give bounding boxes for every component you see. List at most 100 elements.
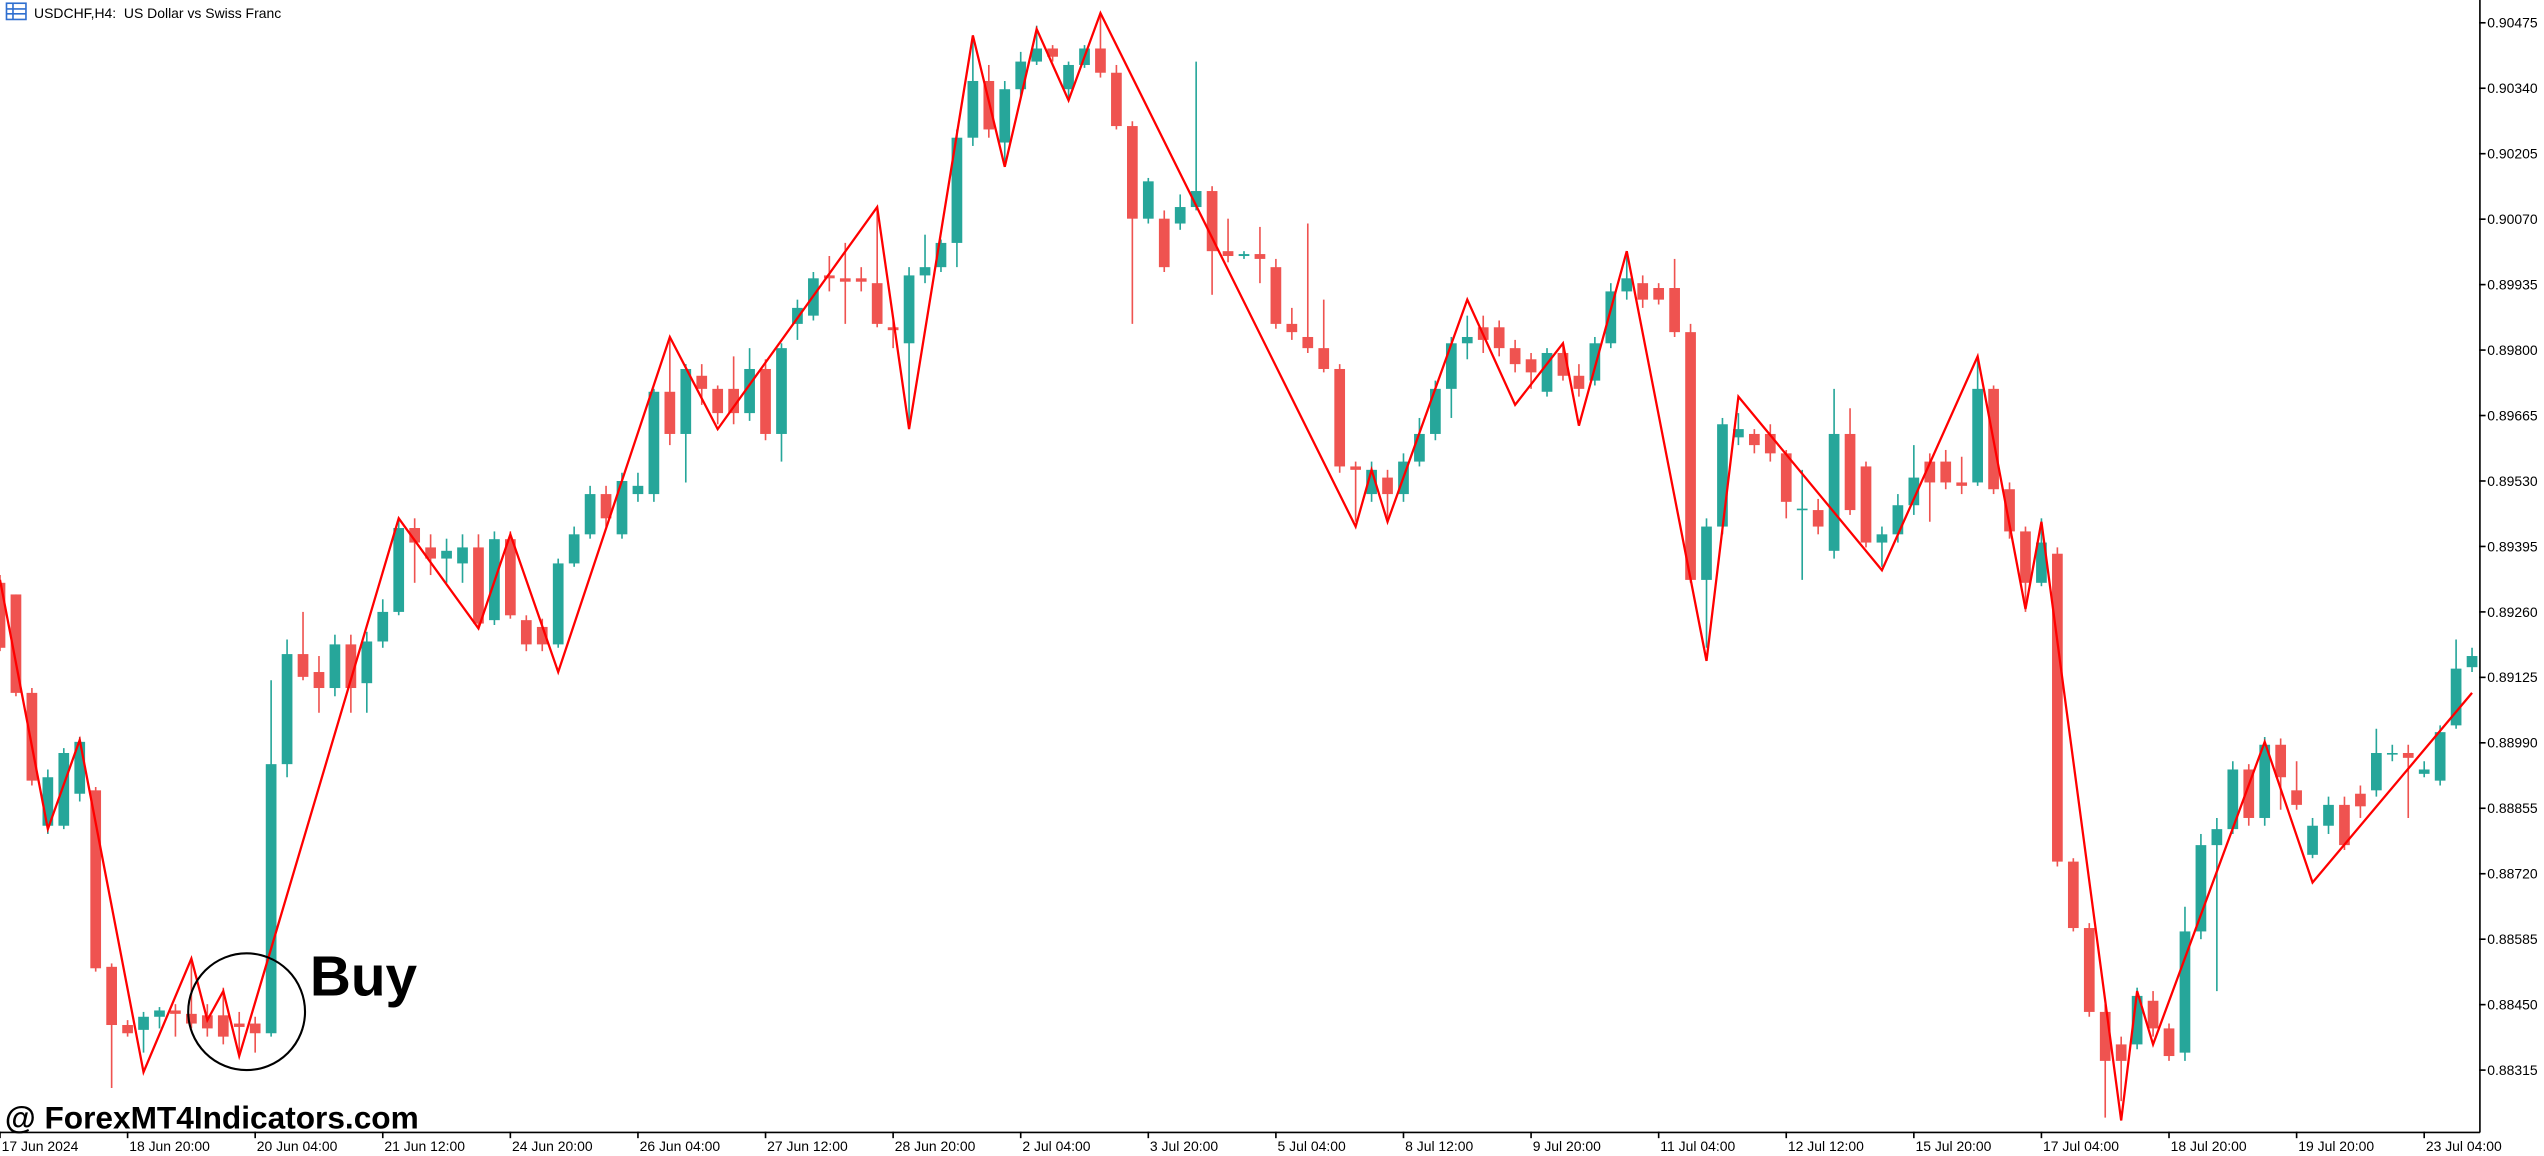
- x-tick-label: 11 Jul 04:00: [1660, 1138, 1735, 1154]
- candle-body: [1749, 433, 1760, 446]
- candle-body: [1876, 534, 1888, 543]
- candle-body: [1334, 368, 1346, 467]
- candle-body: [1685, 332, 1696, 580]
- candle-body: [2243, 769, 2255, 818]
- candle-body: [2195, 845, 2207, 932]
- chart-title: USDCHF,H4: US Dollar vs Swiss Franc: [34, 5, 281, 21]
- candle-body: [1637, 283, 1649, 300]
- candle-body: [1589, 343, 1601, 381]
- candle-body: [1286, 323, 1298, 333]
- candle-body: [361, 641, 373, 684]
- candle-body: [281, 654, 293, 765]
- x-tick-label: 17 Jun 2024: [2, 1138, 79, 1154]
- candle-body: [1111, 72, 1122, 127]
- candle-body: [839, 278, 851, 282]
- candle-body: [1812, 510, 1824, 527]
- y-tick-label: 0.89395: [2487, 538, 2538, 554]
- candle-body: [1047, 48, 1058, 57]
- candle-body: [1669, 288, 1680, 333]
- candle-body: [760, 368, 771, 434]
- candle-body: [1382, 477, 1393, 495]
- candle-body: [792, 307, 803, 324]
- candle-body: [393, 528, 405, 612]
- candle-body: [2450, 668, 2462, 726]
- x-tick-label: 3 Jul 20:00: [1150, 1138, 1218, 1154]
- x-tick-label: 12 Jul 12:00: [1788, 1138, 1864, 1154]
- candle-body: [903, 275, 915, 344]
- candle-body: [2227, 769, 2239, 830]
- candle-body: [2323, 804, 2334, 826]
- candle-body: [1733, 429, 1744, 438]
- candle-body: [1095, 48, 1106, 73]
- x-tick-label: 18 Jun 20:00: [129, 1138, 210, 1154]
- y-tick-label: 0.90340: [2487, 80, 2538, 96]
- y-tick-label: 0.90475: [2487, 15, 2538, 31]
- candle-body: [2020, 531, 2031, 583]
- x-tick-label: 9 Jul 20:00: [1533, 1138, 1601, 1154]
- candle-body: [696, 375, 708, 389]
- x-tick-label: 21 Jun 12:00: [384, 1138, 465, 1154]
- buy-annotation: Buy: [310, 946, 418, 1009]
- candle-body: [855, 278, 867, 282]
- x-tick-label: 5 Jul 04:00: [1278, 1138, 1346, 1154]
- candle-body: [1860, 466, 1872, 543]
- candle-body: [2291, 790, 2302, 805]
- candle-body: [2339, 804, 2350, 846]
- candle-body: [568, 534, 580, 564]
- candle-body: [1302, 336, 1314, 349]
- candle-body: [74, 741, 86, 794]
- candle-body: [2402, 752, 2414, 758]
- candle-body: [1350, 466, 1361, 470]
- candle-body: [1924, 461, 1936, 483]
- candle-body: [823, 275, 835, 279]
- candle-body: [249, 1023, 261, 1034]
- y-tick-label: 0.88855: [2487, 800, 2538, 816]
- candle-body: [457, 547, 468, 564]
- candle-body: [441, 550, 452, 559]
- candle-body: [297, 654, 309, 677]
- y-tick-label: 0.90205: [2487, 146, 2538, 162]
- candle-body: [1972, 388, 1983, 483]
- y-tick-label: 0.89260: [2487, 604, 2538, 620]
- symbol-icon: [5, 2, 27, 21]
- candle-body: [1557, 352, 1569, 376]
- candle-body: [2355, 793, 2366, 807]
- y-tick-label: 0.89125: [2487, 669, 2538, 685]
- candle-body: [2083, 928, 2095, 1012]
- x-tick-label: 27 Jun 12:00: [767, 1138, 848, 1154]
- candle-body: [1780, 453, 1792, 502]
- candle-body: [2052, 553, 2063, 862]
- y-tick-label: 0.89530: [2487, 473, 2538, 489]
- x-tick-label: 26 Jun 04:00: [640, 1138, 721, 1154]
- candle-body: [951, 137, 963, 243]
- candle-body: [2386, 752, 2398, 755]
- candle-body: [1525, 359, 1537, 373]
- candle-body: [520, 620, 532, 645]
- candle-body: [138, 1016, 149, 1030]
- x-tick-label: 18 Jul 20:00: [2171, 1138, 2247, 1154]
- candle-body: [2307, 825, 2318, 855]
- y-tick-label: 0.89800: [2487, 342, 2538, 358]
- candle-body: [233, 1023, 245, 1027]
- candle-body: [1828, 433, 1840, 551]
- y-tick-label: 0.89665: [2487, 407, 2538, 423]
- candle-body: [154, 1010, 165, 1017]
- candle-body: [1717, 424, 1728, 527]
- candle-body: [1844, 433, 1856, 511]
- candle-body: [1621, 278, 1633, 292]
- candle-body: [1892, 505, 1904, 535]
- zigzag-line: [0, 10, 2473, 1121]
- y-tick-label: 0.88990: [2487, 735, 2538, 751]
- candle-body: [919, 267, 931, 276]
- candle-body: [1206, 191, 1218, 252]
- candle-body: [1015, 61, 1027, 90]
- candle-body: [1190, 191, 1202, 208]
- candle-body: [2418, 769, 2430, 774]
- candle-body: [0, 582, 6, 648]
- candle-body: [2147, 1000, 2159, 1029]
- candle-body: [616, 480, 628, 535]
- candle-body: [967, 80, 979, 138]
- candle-body: [2275, 744, 2287, 778]
- candle-body: [106, 966, 117, 1026]
- candle-body: [600, 494, 612, 519]
